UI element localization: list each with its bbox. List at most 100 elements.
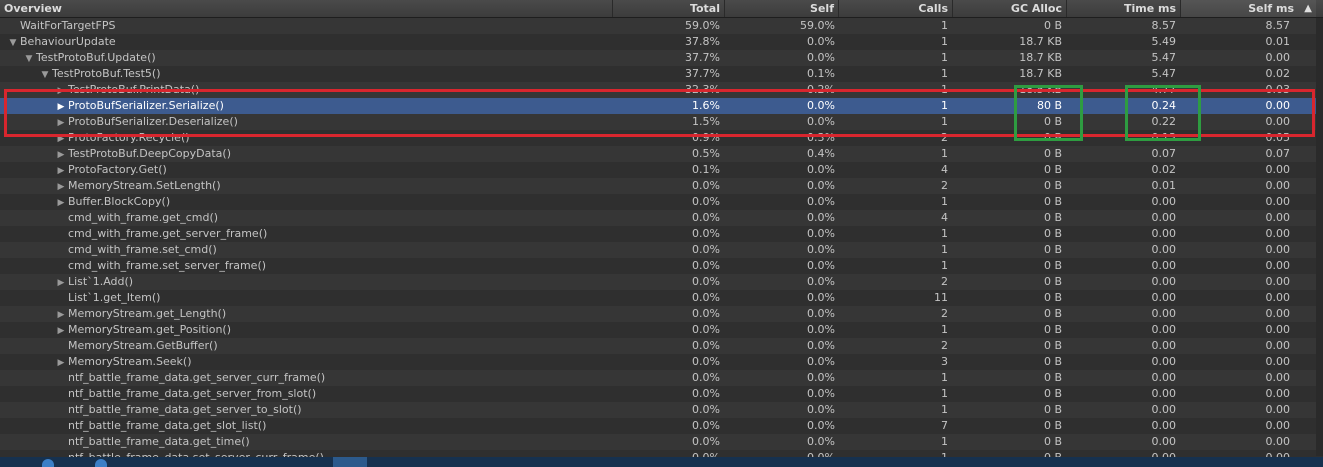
column-header-self-ms[interactable]: Self ms ▲ bbox=[1180, 0, 1316, 17]
row-self-ms: 0.00 bbox=[1265, 163, 1291, 176]
row-calls: 1 bbox=[941, 115, 948, 128]
row-self: 0.0% bbox=[807, 51, 835, 64]
row-time-ms: 0.00 bbox=[1151, 339, 1177, 352]
table-row[interactable]: ▶ MemoryStream.get_Position() 0.0% 0.0% 1 0 B… bbox=[0, 322, 1323, 338]
expand-arrow-right-icon[interactable]: ▶ bbox=[57, 150, 65, 160]
expand-arrow-right-icon[interactable]: ▶ bbox=[57, 198, 65, 208]
taskbar-active-app[interactable] bbox=[333, 457, 367, 467]
table-row[interactable]: ▶ MemoryStream.get_Length() 0.0% 0.0% 2 0 B 0.… bbox=[0, 306, 1323, 322]
row-name: ntf_battle_frame_data.get_server_curr_fr… bbox=[68, 371, 326, 384]
table-row[interactable]: ▶ ProtoBufSerializer.Serialize() 1.6% 0.0% 1… bbox=[0, 98, 1323, 114]
table-row[interactable]: ntf_battle_frame_data.get_slot_list() 0.0… bbox=[0, 418, 1323, 434]
vertical-scrollbar[interactable] bbox=[1316, 18, 1323, 456]
expand-arrow-down-icon[interactable]: ▼ bbox=[25, 54, 33, 64]
taskbar-app-icon[interactable] bbox=[95, 459, 107, 467]
row-self-ms: 0.00 bbox=[1265, 99, 1291, 112]
row-gc-alloc: 0 B bbox=[1043, 147, 1062, 160]
expand-arrow-right-icon[interactable]: ▶ bbox=[57, 358, 65, 368]
row-name-cell: ntf_battle_frame_data.get_server_from_sl… bbox=[0, 386, 736, 402]
table-row[interactable]: ▶ ProtoFactory.Get() 0.1% 0.0% 4 0 B 0.02 0.00 bbox=[0, 162, 1323, 178]
column-header-self[interactable]: Self bbox=[724, 0, 838, 17]
taskbar-app-icon[interactable] bbox=[42, 459, 54, 467]
row-self-ms: 0.00 bbox=[1265, 259, 1291, 272]
expand-arrow-right-icon[interactable]: ▶ bbox=[57, 278, 65, 288]
row-time-ms: 0.01 bbox=[1151, 179, 1177, 192]
row-time-ms: 0.00 bbox=[1151, 195, 1177, 208]
table-row[interactable]: ▼ TestProtoBuf.Update() 37.7% 0.0% 1 18.7 KB 5… bbox=[0, 50, 1323, 66]
table-row[interactable]: ntf_battle_frame_data.get_server_to_slot… bbox=[0, 402, 1323, 418]
row-calls: 1 bbox=[941, 195, 948, 208]
expand-arrow-right-icon[interactable]: ▶ bbox=[57, 118, 65, 128]
row-gc-alloc: 0 B bbox=[1043, 179, 1062, 192]
row-gc-alloc: 0 B bbox=[1043, 387, 1062, 400]
column-header-time-ms[interactable]: Time ms bbox=[1066, 0, 1180, 17]
row-name-cell: ▶ MemoryStream.get_Length() bbox=[0, 306, 736, 322]
row-name-cell: cmd_with_frame.get_cmd() bbox=[0, 210, 736, 226]
table-row[interactable]: ▼ BehaviourUpdate 37.8% 0.0% 1 18.7 KB 5.49 0.0… bbox=[0, 34, 1323, 50]
expand-arrow-right-icon[interactable]: ▶ bbox=[57, 134, 65, 144]
row-calls: 1 bbox=[941, 371, 948, 384]
table-row[interactable]: ▶ MemoryStream.SetLength() 0.0% 0.0% 2 0 B 0.0… bbox=[0, 178, 1323, 194]
table-row[interactable]: List`1.get_Item() 0.0% 0.0% 11 0 B 0.00 0.00 bbox=[0, 290, 1323, 306]
row-self-ms: 0.00 bbox=[1265, 323, 1291, 336]
row-time-ms: 0.02 bbox=[1151, 163, 1177, 176]
row-time-ms: 4.77 bbox=[1151, 83, 1177, 96]
column-header-self-ms-label: Self ms bbox=[1248, 2, 1294, 15]
table-row[interactable]: MemoryStream.GetBuffer() 0.0% 0.0% 2 0 B 0.00… bbox=[0, 338, 1323, 354]
row-self: 0.0% bbox=[807, 99, 835, 112]
table-row[interactable]: ntf_battle_frame_data.get_time() 0.0% 0.0%… bbox=[0, 434, 1323, 450]
table-row[interactable]: cmd_with_frame.set_server_frame() 0.0% 0.0… bbox=[0, 258, 1323, 274]
table-row[interactable]: ▼ TestProtoBuf.Test5() 37.7% 0.1% 1 18.7 KB 5.… bbox=[0, 66, 1323, 82]
column-header-overview[interactable]: Overview bbox=[4, 2, 62, 15]
table-row[interactable]: ▶ ProtoFactory.Recycle() 0.9% 0.3% 2 0 B 0.13 0… bbox=[0, 130, 1323, 146]
expand-arrow-right-icon[interactable]: ▶ bbox=[57, 326, 65, 336]
column-header-gc-alloc[interactable]: GC Alloc bbox=[952, 0, 1066, 17]
expand-arrow-down-icon[interactable]: ▼ bbox=[9, 38, 17, 48]
table-row[interactable]: WaitForTargetFPS 59.0% 59.0% 1 0 B 8.57 8.57 bbox=[0, 18, 1323, 34]
row-self: 0.0% bbox=[807, 371, 835, 384]
expand-arrow-right-icon[interactable]: ▶ bbox=[57, 102, 65, 112]
expand-arrow-right-icon[interactable]: ▶ bbox=[57, 86, 65, 96]
row-self-ms: 0.00 bbox=[1265, 195, 1291, 208]
row-name: cmd_with_frame.set_server_frame() bbox=[68, 259, 267, 272]
row-total: 37.7% bbox=[685, 51, 720, 64]
row-gc-alloc: 0 B bbox=[1043, 243, 1062, 256]
row-name: TestProtoBuf.Test5() bbox=[52, 67, 161, 80]
row-name-cell: ▶ MemoryStream.SetLength() bbox=[0, 178, 736, 194]
row-time-ms: 0.00 bbox=[1151, 387, 1177, 400]
row-name: ProtoBufSerializer.Serialize() bbox=[68, 99, 224, 112]
row-time-ms: 0.13 bbox=[1151, 131, 1177, 144]
row-name-cell: ▶ MemoryStream.get_Position() bbox=[0, 322, 736, 338]
sort-ascending-icon[interactable]: ▲ bbox=[1304, 3, 1312, 14]
table-row[interactable]: ntf_battle_frame_data.get_server_curr_fr… bbox=[0, 370, 1323, 386]
row-name: List`1.get_Item() bbox=[68, 291, 161, 304]
row-time-ms: 5.47 bbox=[1151, 67, 1177, 80]
column-header-calls[interactable]: Calls bbox=[838, 0, 952, 17]
expand-arrow-right-icon[interactable]: ▶ bbox=[57, 310, 65, 320]
table-row[interactable]: ▶ TestProtoBuf.DeepCopyData() 0.5% 0.4% 1 0 B… bbox=[0, 146, 1323, 162]
row-self: 0.0% bbox=[807, 339, 835, 352]
row-name-cell: ntf_battle_frame_data.get_time() bbox=[0, 434, 736, 450]
profiler-hierarchy-list: WaitForTargetFPS 59.0% 59.0% 1 0 B 8.57 8.57 ▼ B… bbox=[0, 18, 1323, 466]
table-row[interactable]: ntf_battle_frame_data.get_server_from_sl… bbox=[0, 386, 1323, 402]
expand-arrow-right-icon[interactable]: ▶ bbox=[57, 166, 65, 176]
table-row[interactable]: ▶ ProtoBufSerializer.Deserialize() 1.5% 0.0… bbox=[0, 114, 1323, 130]
row-gc-alloc: 0 B bbox=[1043, 275, 1062, 288]
row-calls: 2 bbox=[941, 179, 948, 192]
table-row[interactable]: cmd_with_frame.get_server_frame() 0.0% 0.0… bbox=[0, 226, 1323, 242]
row-self-ms: 0.00 bbox=[1265, 435, 1291, 448]
expand-arrow-down-icon[interactable]: ▼ bbox=[41, 70, 49, 80]
row-time-ms: 0.00 bbox=[1151, 243, 1177, 256]
row-total: 0.0% bbox=[692, 291, 720, 304]
table-row[interactable]: cmd_with_frame.set_cmd() 0.0% 0.0% 1 0 B 0.00… bbox=[0, 242, 1323, 258]
row-name-cell: ▶ List`1.Add() bbox=[0, 274, 736, 290]
expand-arrow-right-icon[interactable]: ▶ bbox=[57, 182, 65, 192]
table-row[interactable]: ▶ List`1.Add() 0.0% 0.0% 2 0 B 0.00 0.00 bbox=[0, 274, 1323, 290]
row-name: BehaviourUpdate bbox=[20, 35, 116, 48]
row-gc-alloc: 0 B bbox=[1043, 163, 1062, 176]
table-row[interactable]: cmd_with_frame.get_cmd() 0.0% 0.0% 4 0 B 0.00… bbox=[0, 210, 1323, 226]
table-row[interactable]: ▶ TestProtoBuf.PrintData() 32.3% 0.2% 1 18.5 … bbox=[0, 82, 1323, 98]
table-row[interactable]: ▶ Buffer.BlockCopy() 0.0% 0.0% 1 0 B 0.00 0.00 bbox=[0, 194, 1323, 210]
column-header-total[interactable]: Total bbox=[612, 0, 724, 17]
table-row[interactable]: ▶ MemoryStream.Seek() 0.0% 0.0% 3 0 B 0.00 0.00 bbox=[0, 354, 1323, 370]
